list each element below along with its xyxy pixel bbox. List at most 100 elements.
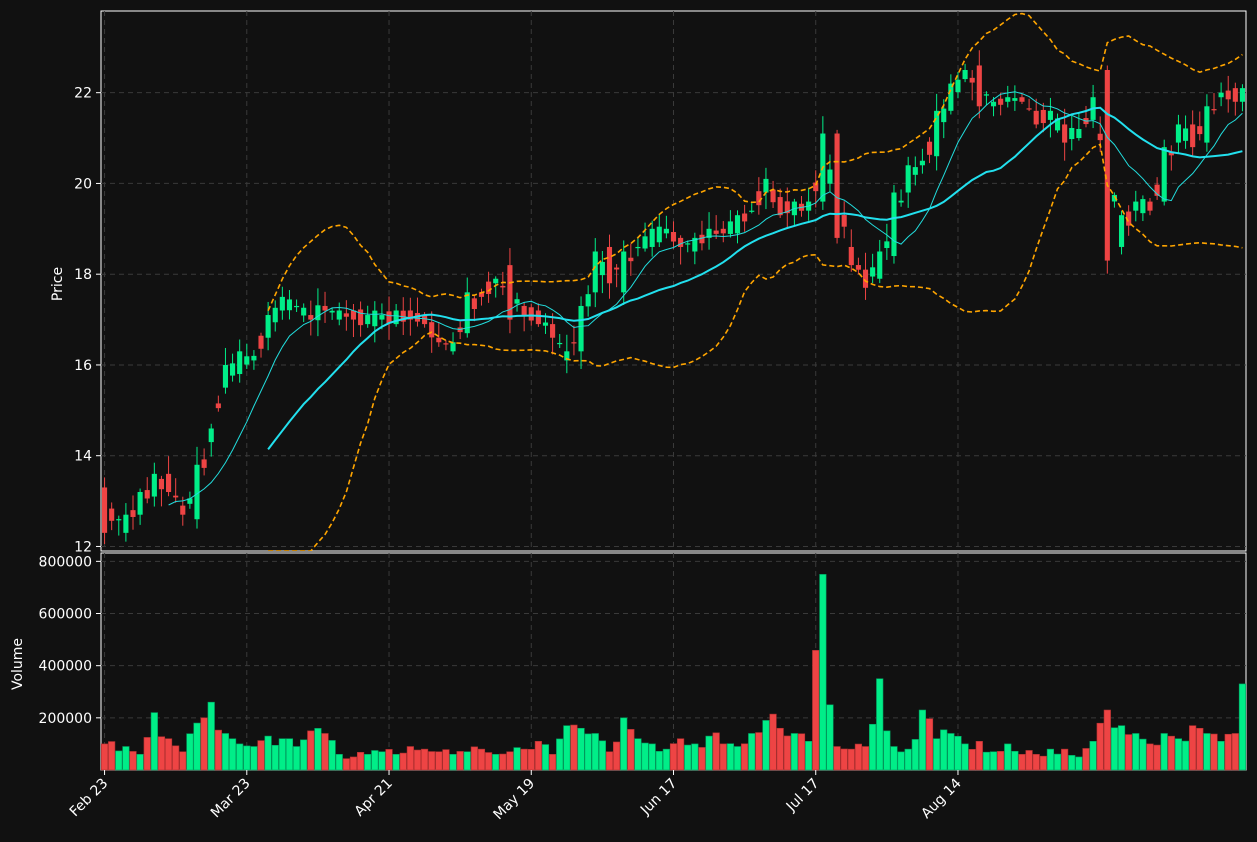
volume-bar	[620, 717, 628, 771]
candle	[713, 215, 719, 239]
candle	[1239, 84, 1246, 112]
volume-bar	[321, 733, 329, 771]
volume-bar	[378, 751, 386, 771]
candle	[670, 221, 677, 249]
candle-body	[1097, 133, 1103, 141]
candle	[663, 215, 669, 239]
volume-bar	[499, 753, 507, 771]
candle-body	[251, 355, 257, 361]
candle	[621, 240, 627, 305]
candle-body	[756, 191, 762, 206]
candle-body	[912, 167, 918, 175]
candle	[308, 300, 314, 336]
volume-bar	[1203, 733, 1211, 771]
candle-body	[471, 298, 477, 310]
volume-bar	[1053, 753, 1062, 771]
volume-bar	[136, 754, 144, 771]
volume-tick-label: 200000	[39, 711, 92, 727]
volume-bar	[1089, 741, 1097, 771]
candle-body	[855, 265, 861, 270]
volume-bar	[456, 751, 464, 771]
candle-body	[315, 305, 321, 321]
candle	[557, 333, 563, 349]
price-panel: 12 14 16 18 20 22	[74, 10, 1247, 555]
candle	[486, 271, 492, 303]
volume-bar	[1217, 741, 1225, 771]
candle-body	[550, 324, 556, 338]
candle	[443, 340, 449, 351]
candle-body	[934, 110, 940, 157]
candle	[649, 220, 655, 257]
candle	[322, 291, 328, 323]
candle	[1104, 65, 1110, 274]
volume-bar	[755, 732, 763, 771]
candle-body	[301, 307, 307, 316]
volume-bar	[200, 717, 208, 771]
candle	[1026, 98, 1032, 112]
volume-bar	[470, 746, 478, 771]
candle	[870, 253, 876, 284]
candle	[628, 243, 634, 276]
volume-bar	[520, 748, 528, 771]
candle-body	[1005, 97, 1011, 102]
volume-bar	[221, 733, 230, 771]
candle	[130, 495, 136, 530]
candle	[1012, 85, 1018, 111]
volume-bar	[790, 733, 798, 771]
volume-bar	[989, 751, 998, 771]
candle-body	[1054, 118, 1061, 131]
candle-body	[621, 251, 627, 293]
candle	[222, 347, 229, 394]
volume-bar	[897, 751, 905, 771]
volume-bar	[1238, 683, 1247, 771]
candle-body	[926, 141, 933, 155]
candle-body	[649, 228, 655, 247]
volume-bar	[797, 733, 806, 771]
price-tick-label: 14	[74, 449, 92, 465]
candle	[877, 239, 883, 284]
candle-body	[663, 228, 669, 234]
candle	[365, 305, 371, 328]
candle	[1218, 82, 1224, 107]
volume-bar	[1018, 754, 1026, 771]
candle-body	[713, 230, 719, 234]
candle-body	[1218, 92, 1224, 98]
candle	[1054, 113, 1061, 133]
volume-bar	[783, 735, 791, 771]
candle	[1069, 113, 1075, 151]
candle	[1225, 75, 1231, 113]
candle-body	[1026, 108, 1032, 110]
candle	[614, 264, 620, 288]
volume-bar	[861, 746, 870, 771]
candle-body	[834, 133, 840, 238]
volume-bar	[705, 735, 713, 771]
volume-bar	[883, 730, 891, 771]
volume-bar	[1181, 740, 1190, 771]
volume-bar	[300, 739, 308, 771]
volume-axis-label: Volume	[10, 638, 26, 690]
candle	[827, 154, 833, 193]
candle-body	[429, 322, 435, 338]
candle-body	[862, 269, 869, 288]
candle-body	[898, 200, 904, 203]
volume-bar	[1004, 743, 1012, 771]
volume-bar	[869, 723, 877, 771]
candle	[734, 210, 741, 244]
candle-body	[1211, 109, 1217, 111]
volume-bar	[933, 738, 941, 771]
candle	[692, 232, 698, 265]
x-tick-label: Jun 17	[637, 776, 680, 819]
volume-bar	[506, 751, 514, 771]
volume-bar	[911, 739, 919, 771]
volume-bar	[349, 756, 358, 771]
candle	[578, 296, 584, 369]
volume-bar	[591, 733, 599, 771]
candle	[955, 71, 961, 99]
candle-body	[678, 237, 684, 247]
candle-body	[393, 310, 399, 325]
candle-body	[521, 305, 527, 316]
candle-body	[813, 182, 819, 192]
volume-tick-label: 600000	[39, 607, 92, 623]
candle	[1019, 93, 1025, 105]
price-tick-label: 16	[74, 358, 92, 374]
